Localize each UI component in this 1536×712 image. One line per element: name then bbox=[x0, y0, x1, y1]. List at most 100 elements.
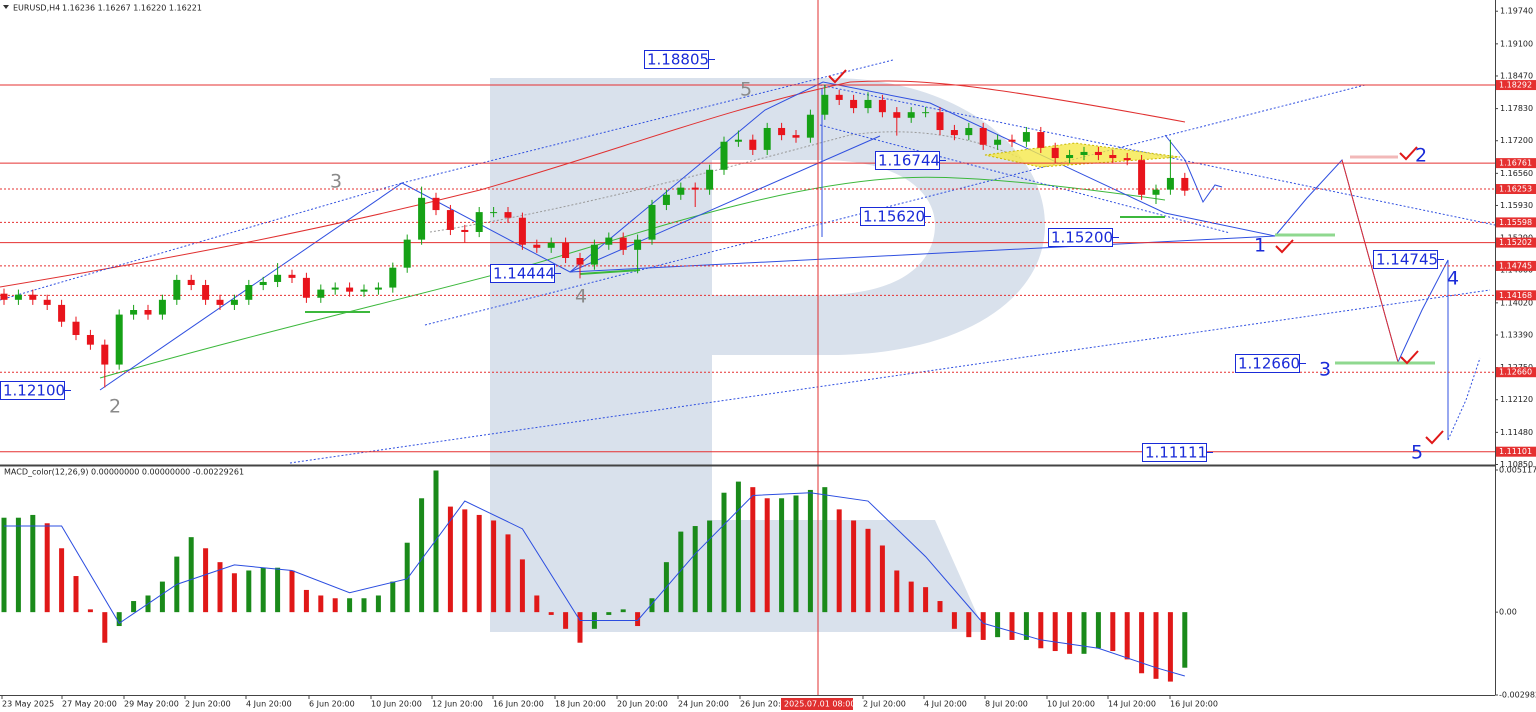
y-tick-label: 1.11480 bbox=[1500, 428, 1533, 437]
macd-bar bbox=[793, 495, 799, 613]
macd-bar bbox=[447, 506, 453, 613]
x-tick-label: 29 May 20:00 bbox=[124, 700, 179, 709]
macd-bar bbox=[87, 609, 93, 613]
y-tick-label: 1.17200 bbox=[1500, 136, 1533, 145]
x-tick-label: 26 Jun 20:00 bbox=[740, 700, 791, 709]
candle-body bbox=[778, 127, 786, 136]
macd-bar bbox=[1167, 612, 1173, 682]
candle-body bbox=[691, 187, 699, 190]
candle-body bbox=[331, 287, 339, 290]
macd-bar bbox=[1052, 612, 1058, 652]
candle-body bbox=[1138, 160, 1146, 195]
candle-body bbox=[360, 289, 368, 292]
quotes: 1.16236 1.16267 1.16220 1.16221 bbox=[62, 4, 202, 13]
candle-body bbox=[547, 242, 555, 248]
macd-bar bbox=[779, 498, 785, 613]
wave-label: 4 bbox=[1447, 268, 1459, 290]
macd-bar bbox=[116, 612, 122, 627]
candle-body bbox=[490, 212, 498, 214]
macd-bar bbox=[851, 520, 857, 613]
candle-body bbox=[922, 112, 930, 114]
y-tick-label: 1.15930 bbox=[1500, 201, 1533, 210]
macd-bar bbox=[433, 470, 439, 613]
macd-bar bbox=[951, 612, 957, 629]
candle-body bbox=[43, 299, 51, 305]
macd-bar bbox=[44, 523, 50, 613]
checkmark bbox=[1399, 146, 1418, 161]
macd-bar bbox=[649, 598, 655, 613]
macd-bar bbox=[390, 581, 396, 613]
macd-bar bbox=[462, 509, 468, 613]
level-label: 1.16761 bbox=[1499, 159, 1532, 168]
target-line bbox=[579, 269, 641, 275]
macd-bar bbox=[332, 598, 338, 613]
macd-bar bbox=[1, 517, 7, 613]
macd-bar bbox=[606, 612, 612, 615]
level-label: 1.12660 bbox=[1499, 368, 1532, 377]
level-box bbox=[1496, 290, 1536, 301]
level-box bbox=[1496, 158, 1536, 169]
price-axis bbox=[1495, 0, 1536, 712]
candle-body bbox=[317, 289, 325, 298]
macd-bar bbox=[1124, 612, 1130, 660]
x-tick-label: 20 Jun 20:00 bbox=[617, 700, 668, 709]
green-ma bbox=[99, 176, 1166, 379]
candle-body bbox=[101, 344, 109, 365]
macd-bar bbox=[347, 598, 353, 613]
candle-body bbox=[590, 244, 598, 265]
candle-body bbox=[518, 217, 526, 245]
y-tick-label: 1.19100 bbox=[1500, 39, 1533, 48]
candle-body bbox=[288, 274, 296, 278]
candle-body bbox=[1181, 177, 1189, 191]
candle-body bbox=[662, 194, 670, 205]
candle-body bbox=[1066, 155, 1074, 159]
macd-bar bbox=[275, 567, 281, 613]
macd-bar bbox=[923, 587, 929, 613]
macd-bar bbox=[937, 601, 943, 613]
candle-body bbox=[245, 285, 253, 300]
macd-bar bbox=[519, 559, 525, 613]
candle-body bbox=[14, 294, 22, 300]
candle-body bbox=[907, 112, 915, 118]
candle-body bbox=[936, 112, 944, 131]
symbol: EURUSD,H4 bbox=[13, 4, 60, 13]
candle-body bbox=[374, 287, 382, 290]
macd-bar bbox=[491, 520, 497, 613]
macd-bar bbox=[865, 528, 871, 613]
x-tick-label: 4 Jul 20:00 bbox=[924, 700, 967, 709]
price-note: 1.16744 bbox=[878, 152, 940, 170]
candle-body bbox=[1094, 151, 1102, 155]
candle-body bbox=[1022, 132, 1030, 142]
price-note: 1.12100 bbox=[3, 382, 65, 400]
candle-body bbox=[576, 257, 584, 265]
wave-label: 5 bbox=[740, 79, 752, 101]
checkmark bbox=[1425, 430, 1444, 445]
candle-body bbox=[461, 229, 469, 232]
macd-bar bbox=[1153, 612, 1159, 679]
candle-body bbox=[144, 310, 152, 315]
x-tick-label: 14 Jul 20:00 bbox=[1108, 700, 1156, 709]
candle-body bbox=[677, 187, 685, 195]
cursor-label: 2025.07.01 08:00 bbox=[784, 700, 855, 709]
level-box bbox=[1496, 260, 1536, 271]
candle-body bbox=[187, 279, 195, 286]
macd-bar bbox=[707, 520, 713, 613]
y-tick-label: 1.13390 bbox=[1500, 330, 1533, 339]
gray-ma bbox=[429, 131, 1021, 233]
candle-body bbox=[1037, 132, 1045, 148]
x-tick-label: 12 Jun 20:00 bbox=[432, 700, 483, 709]
macd-bar bbox=[231, 573, 237, 613]
candle-body bbox=[403, 239, 411, 268]
candle-body bbox=[72, 321, 80, 335]
level-box bbox=[1496, 446, 1536, 457]
candle-body bbox=[533, 244, 541, 248]
price-note: 1.14444 bbox=[493, 265, 555, 283]
macd-bar bbox=[1038, 612, 1044, 649]
macd-bar bbox=[764, 498, 770, 613]
macd-bar bbox=[721, 492, 727, 613]
macd-bar bbox=[836, 509, 842, 613]
macd-bar bbox=[678, 531, 684, 613]
x-tick-label: 2 Jul 20:00 bbox=[863, 700, 906, 709]
macd-bar bbox=[620, 609, 626, 613]
y-tick-label: -0.0029828 bbox=[1499, 691, 1536, 700]
